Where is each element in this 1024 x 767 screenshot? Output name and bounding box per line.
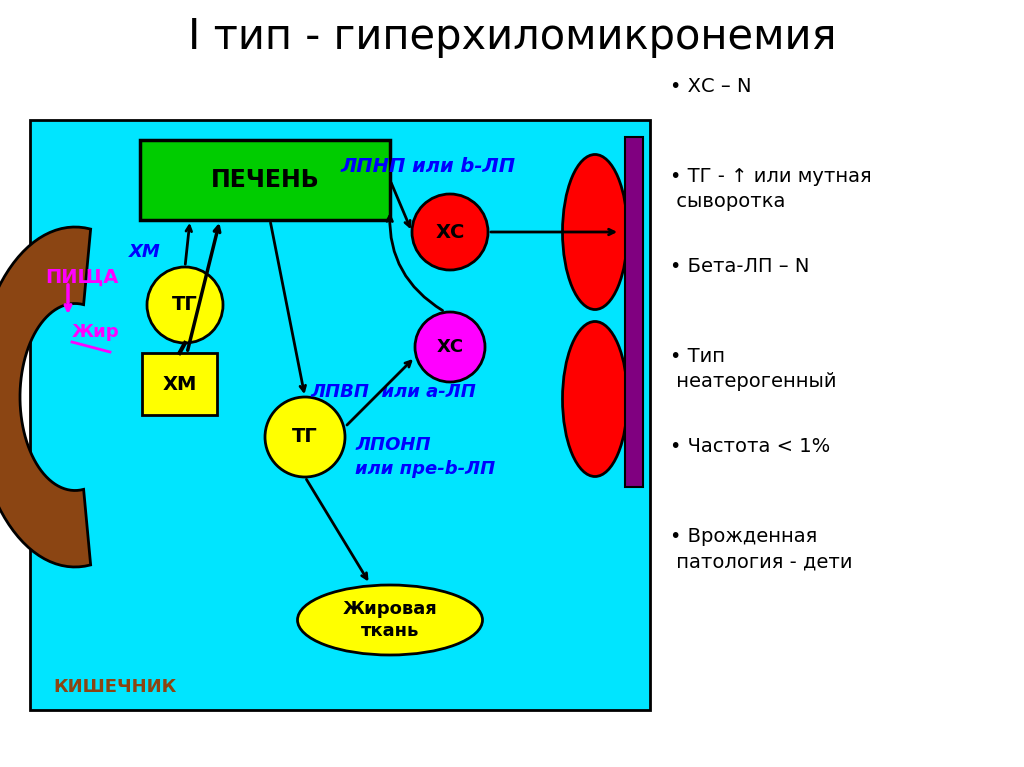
Text: Жир: Жир [72, 323, 120, 341]
Bar [30, 120, 650, 710]
Text: ПИЩА: ПИЩА [45, 268, 119, 287]
Text: ХМ: ХМ [129, 243, 161, 261]
Text: КИШЕЧНИК: КИШЕЧНИК [53, 678, 176, 696]
Circle shape [415, 312, 485, 382]
Ellipse shape [298, 585, 482, 655]
Text: I тип - гиперхиломикронемия: I тип - гиперхиломикронемия [187, 16, 837, 58]
Text: ЛПНП или b-ЛП: ЛПНП или b-ЛП [340, 157, 515, 176]
Text: ЛПВП  или а-ЛП: ЛПВП или а-ЛП [310, 383, 476, 401]
Circle shape [412, 194, 488, 270]
Polygon shape [0, 227, 91, 567]
Text: • ТГ - ↑ или мутная
 сыворотка: • ТГ - ↑ или мутная сыворотка [670, 167, 871, 211]
Text: • ХС – N: • ХС – N [670, 77, 752, 96]
Bar [625, 137, 643, 487]
Bar [140, 140, 390, 220]
Text: • Частота < 1%: • Частота < 1% [670, 437, 830, 456]
Text: ЛПОНП
или пре-b-ЛП: ЛПОНП или пре-b-ЛП [355, 436, 496, 478]
Text: ХС: ХС [435, 222, 465, 242]
Circle shape [147, 267, 223, 343]
Text: ПЕЧЕНЬ: ПЕЧЕНЬ [211, 168, 319, 192]
Text: ТГ: ТГ [172, 295, 198, 314]
Circle shape [265, 397, 345, 477]
Ellipse shape [562, 154, 628, 310]
Text: ТГ: ТГ [292, 427, 317, 446]
Text: Жировая
ткань: Жировая ткань [343, 600, 437, 640]
Text: ХС: ХС [436, 338, 464, 356]
Ellipse shape [562, 321, 628, 476]
Text: ХМ: ХМ [163, 374, 197, 393]
Bar [142, 353, 217, 415]
Text: • Бета-ЛП – N: • Бета-ЛП – N [670, 257, 809, 276]
Text: • Тип
 неатерогенный: • Тип неатерогенный [670, 347, 837, 391]
Text: • Врожденная
 патология - дети: • Врожденная патология - дети [670, 527, 853, 571]
